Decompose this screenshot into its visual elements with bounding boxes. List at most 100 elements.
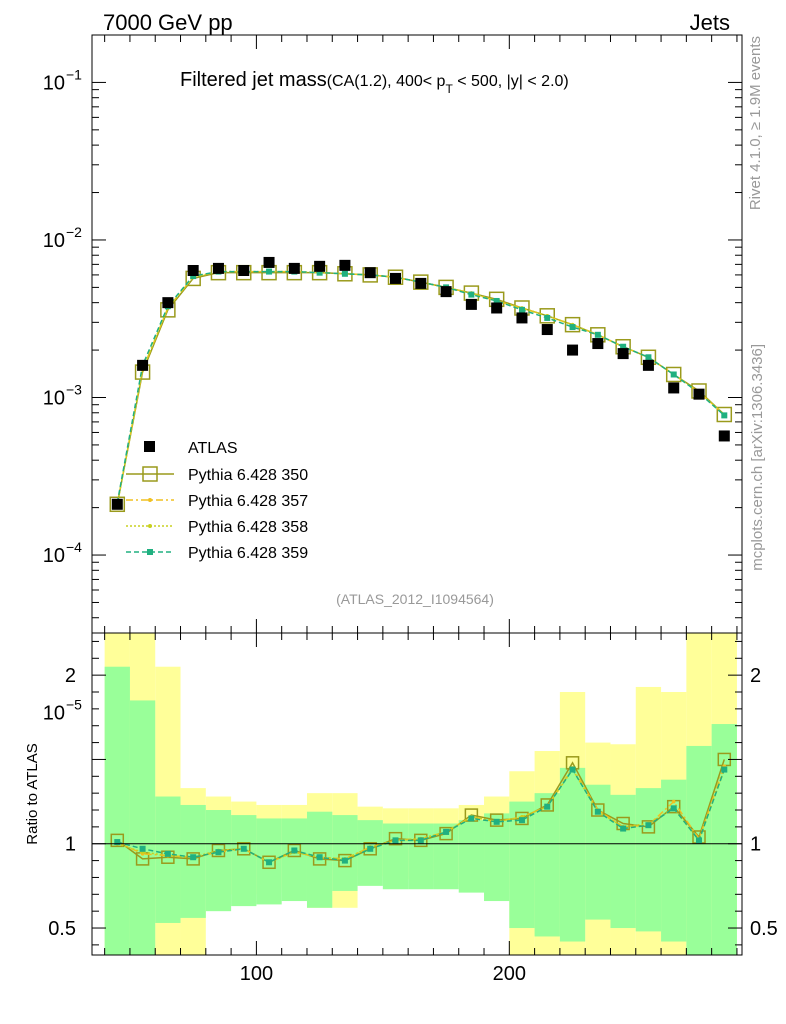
legend: ATLAS Pythia 6.428 350 Pythia 6.428 357 … [126, 440, 308, 562]
ratio-marker [291, 847, 298, 854]
atlas-data-point [390, 272, 402, 284]
ratio-plot-frame [91, 632, 743, 956]
series-marker [413, 274, 429, 290]
ratio-marker [620, 825, 627, 832]
atlas-data-point [339, 259, 351, 271]
plot-title-sub: (CA(1.2), 400< p [327, 73, 446, 90]
y-tick-label: 10 [43, 388, 65, 410]
legend-atlas-label: ATLAS [188, 440, 238, 457]
ratio-inner-band [610, 794, 636, 929]
ratio-inner-band [155, 796, 181, 923]
series-marker [518, 306, 525, 313]
atlas-data-point [263, 256, 275, 268]
y-tick-label: 10 [43, 703, 65, 725]
ratio-uncertainty-bands [104, 633, 737, 955]
ratio-marker [392, 837, 399, 844]
ratio-marker [468, 815, 475, 822]
ratio-curves [110, 752, 732, 870]
series-marker [716, 406, 733, 423]
y-tick-label: 10 [43, 545, 65, 567]
atlas-data-point [617, 348, 629, 360]
rivet-label: Rivet 4.1.0, ≥ 1.9M events [747, 36, 764, 210]
atlas-data-point [491, 302, 503, 314]
y-tick-label: 10 [43, 230, 65, 252]
ratio-marker [215, 849, 222, 856]
ratio-inner-band [711, 724, 737, 955]
ratio-marker [110, 833, 125, 848]
ratio-marker [641, 820, 656, 834]
series-marker [190, 273, 197, 280]
ratio-marker [363, 842, 377, 856]
main-plot-frame [91, 34, 743, 634]
atlas-data-point [137, 359, 149, 371]
ratio-inner-band [129, 700, 156, 955]
ratio-inner-band [661, 779, 687, 942]
series-marker [670, 371, 677, 378]
y-tick-exponent: −3 [66, 382, 82, 398]
y-tick-exponent: −5 [66, 697, 82, 713]
axis-ticks [92, 34, 742, 955]
ratio-inner-band [408, 823, 434, 890]
ratio-y-tick-label-left: 0.5 [48, 918, 76, 940]
plot-title: Filtered jet mass(CA(1.2), 400< pT < 500… [180, 69, 569, 96]
ratio-marker [186, 852, 200, 866]
atlas-data-point [111, 498, 123, 510]
ratio-inner-band [534, 793, 560, 937]
atlas-data-point [314, 260, 326, 272]
atlas-data-point [465, 298, 477, 310]
legend-359-label: Pythia 6.428 359 [188, 545, 308, 562]
series-marker [620, 343, 627, 350]
ratio-inner-band [180, 804, 206, 918]
series-marker [316, 269, 323, 276]
ratio-marker [594, 808, 601, 815]
ratio-inner-band [484, 813, 510, 902]
ratio-y-tick-label-right: 0.5 [750, 918, 778, 940]
series-marker [109, 496, 126, 513]
legend-357-marker [148, 498, 152, 502]
series-marker [665, 366, 682, 383]
series-marker [544, 314, 551, 321]
atlas-data-point [668, 382, 680, 394]
legend-359-marker [147, 549, 153, 555]
ratio-marker [287, 843, 302, 858]
ratio-inner-band [458, 820, 485, 893]
ratio-marker [443, 828, 450, 835]
ratio-marker [341, 857, 348, 864]
legend-350-label: Pythia 6.428 350 [188, 467, 308, 484]
ratio-marker [237, 842, 251, 856]
plot-title-main: Filtered jet mass [180, 69, 327, 91]
ratio-marker [670, 805, 677, 812]
ratio-marker [139, 845, 146, 852]
ratio-y-tick-label-left: 1 [65, 834, 76, 856]
atlas-data-point [238, 264, 250, 276]
atlas-data-point [288, 262, 300, 274]
legend-358-label: Pythia 6.428 358 [188, 519, 308, 536]
series-marker [594, 331, 601, 338]
series-marker [569, 324, 576, 331]
ratio-marker [414, 833, 428, 848]
ratio-inner-band [686, 745, 712, 955]
ratio-marker [544, 803, 551, 810]
atlas-data-point [693, 388, 705, 400]
ratio-marker [190, 854, 197, 861]
y-tick-exponent: −4 [66, 539, 82, 555]
atlas-data-point [592, 338, 604, 350]
ratio-inner-band [382, 823, 409, 890]
plot-title-subscript: T [445, 82, 453, 96]
ratio-marker [388, 831, 403, 846]
ratio-marker [540, 798, 555, 812]
ratio-marker [164, 850, 171, 857]
atlas-data-point [516, 312, 528, 324]
header-category: Jets [690, 10, 730, 35]
ratio-inner-band [585, 784, 611, 920]
ratio-inner-band [559, 767, 586, 942]
ratio-marker [569, 766, 576, 773]
ratio-inner-band [231, 815, 257, 907]
ratio-marker [240, 845, 247, 852]
atlas-data-point [541, 324, 553, 336]
ratio-y-tick-label-right: 1 [750, 834, 761, 856]
ratio-inner-band [281, 818, 307, 902]
ratio-marker [312, 852, 327, 866]
ratio-marker [696, 837, 703, 844]
